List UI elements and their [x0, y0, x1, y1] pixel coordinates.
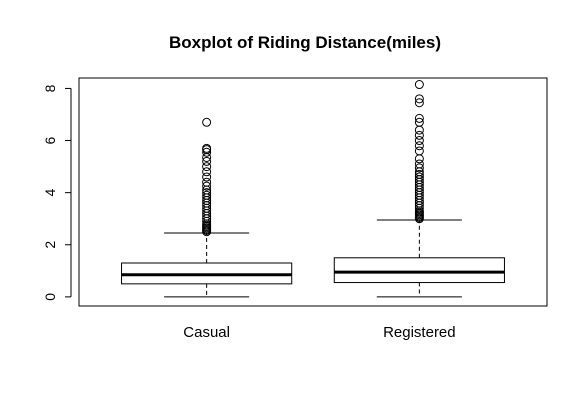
outlier-point	[414, 98, 424, 108]
outlier-point	[202, 172, 212, 182]
outlier-point	[414, 94, 424, 104]
outlier-point	[414, 117, 424, 127]
outlier-point	[202, 190, 212, 200]
outlier-point	[202, 162, 212, 172]
outlier-point	[414, 146, 424, 156]
x-category-label: Registered	[383, 324, 456, 341]
outlier-point	[414, 172, 424, 182]
box-registered	[333, 80, 505, 298]
outlier-point	[202, 181, 212, 191]
outlier-point	[202, 156, 212, 166]
outlier-point	[414, 125, 424, 135]
y-tick-label: 8	[42, 84, 58, 92]
outlier-point	[202, 147, 212, 157]
chart-title: Boxplot of Riding Distance(miles)	[169, 33, 441, 52]
outlier-point	[202, 177, 212, 187]
y-tick-label: 2	[42, 241, 58, 249]
outlier-point	[202, 143, 212, 153]
iqr-box	[333, 257, 505, 284]
y-tick-label: 0	[42, 293, 58, 301]
x-axis-labels: Casual Registered	[183, 324, 455, 341]
outlier-point	[414, 163, 424, 173]
box-casual	[121, 117, 293, 298]
outlier-point	[414, 141, 424, 151]
boxes-group	[121, 80, 505, 298]
outlier-point	[414, 169, 424, 179]
outlier-point	[414, 80, 424, 90]
outlier-point	[414, 130, 424, 140]
y-axis: 0 2 4 6 8	[42, 84, 72, 301]
outlier-point	[414, 159, 424, 169]
outlier-point	[202, 117, 212, 127]
plot-frame	[78, 77, 548, 307]
y-tick-label: 4	[42, 189, 58, 197]
x-category-label: Casual	[183, 324, 230, 341]
outlier-point	[414, 113, 424, 123]
outlier-point	[414, 154, 424, 164]
y-tick-label: 6	[42, 136, 58, 144]
outlier-point	[202, 167, 212, 177]
outlier-point	[414, 136, 424, 146]
outlier-point	[202, 188, 212, 198]
